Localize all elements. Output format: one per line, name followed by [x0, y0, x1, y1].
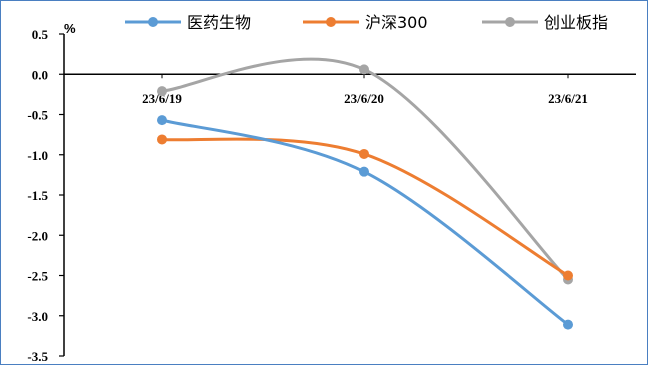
x-tick-label: 23/6/21 [548, 91, 588, 106]
x-tick-label: 23/6/19 [142, 91, 182, 106]
data-point [563, 319, 573, 330]
data-point [359, 166, 369, 177]
data-point [157, 86, 167, 97]
y-tick-label: -2.0 [27, 228, 48, 243]
legend-swatch-marker [148, 17, 158, 27]
data-point [157, 115, 167, 126]
legend-label: 创业板指 [544, 13, 608, 32]
y-tick-label: 0.5 [32, 27, 49, 42]
x-tick-label: 23/6/20 [344, 91, 384, 106]
data-point [563, 270, 573, 281]
legend-swatch-marker [505, 17, 515, 27]
y-tick-label: -3.5 [27, 349, 48, 364]
legend-swatch-marker [326, 17, 336, 27]
legend-label: 沪深300 [365, 13, 428, 32]
axes: 0.5 0.0 -0.5 -1.0 -1.5 -2.0 -2.5 -3.0 -3.5% 23/6/… [27, 21, 636, 364]
y-tick-label: 0.0 [32, 67, 48, 82]
series-line [160, 57, 570, 282]
y-tick-label: -1.5 [27, 188, 48, 203]
y-tick-label: -3.0 [27, 309, 48, 324]
series-points [157, 64, 573, 330]
data-point [359, 148, 369, 159]
data-point [359, 64, 369, 75]
y-unit-label: % [64, 21, 76, 36]
y-tick-label: -2.5 [27, 269, 48, 284]
legend: 医药生物 沪深300 创业板指 [125, 13, 608, 32]
y-tick-label: -1.0 [27, 148, 48, 163]
data-point [157, 134, 167, 145]
y-tick-label: -0.5 [27, 108, 48, 123]
legend-label: 医药生物 [187, 13, 251, 32]
